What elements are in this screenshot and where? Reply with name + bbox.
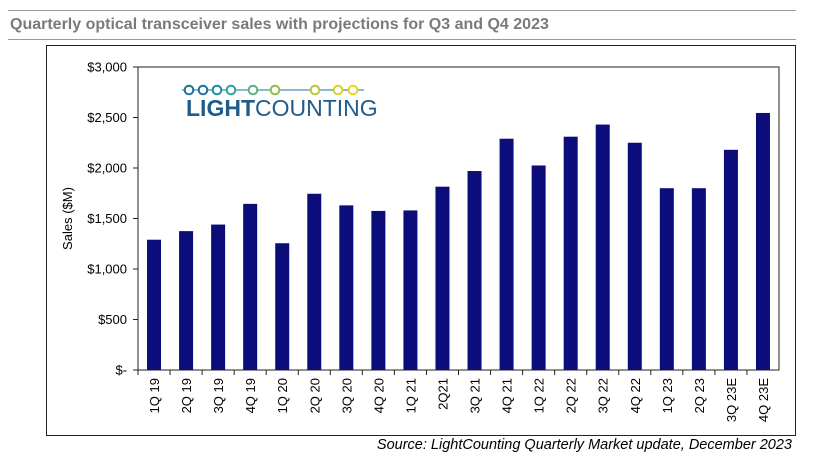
logo-text-counting: COUNTING	[255, 95, 378, 121]
x-tick-label: 2Q 22	[564, 378, 579, 413]
bar-1q-23	[659, 188, 674, 370]
source-note: Source: LightCounting Quarterly Market u…	[376, 437, 792, 453]
y-tick-label: $1,500	[87, 211, 127, 226]
logo-dot	[269, 84, 281, 96]
x-tick-label: 3Q 21	[468, 378, 483, 413]
logo-dot	[247, 84, 259, 96]
x-tick-label: 4Q 21	[500, 378, 515, 413]
bar-1q-20	[275, 243, 290, 370]
x-tick-label: 2Q 20	[307, 378, 322, 413]
logo-dot	[309, 84, 321, 96]
bar-3q-23e	[723, 149, 738, 370]
y-tick-label: $2,500	[87, 110, 127, 125]
x-tick-label: 1Q 23	[660, 378, 675, 413]
chart-frame	[46, 45, 796, 436]
bar-2q-20	[307, 193, 322, 370]
logo-text: LIGHTCOUNTING	[186, 95, 378, 121]
bar-3q-21	[467, 171, 482, 370]
y-tick-label: $-	[115, 363, 127, 378]
x-tick-label: 1Q 21	[403, 378, 418, 413]
x-tick-label: 3Q 20	[339, 378, 354, 413]
x-tick-label: 2Q21	[435, 378, 450, 410]
title-rule	[8, 39, 796, 40]
y-tick-label: $500	[98, 312, 127, 327]
bar-4q-23e	[755, 112, 770, 370]
logo-dot	[332, 84, 344, 96]
logo-dot	[347, 84, 359, 96]
y-tick-label: $2,000	[87, 161, 127, 176]
x-tick-labels: 1Q 19 2Q 19 3Q 19 4Q 19 1Q 20 2Q 20 3Q 20 4Q 20…	[147, 378, 771, 422]
x-tick-label: 1Q 19	[147, 378, 162, 413]
top-rule	[8, 10, 796, 11]
logo-dot	[197, 84, 209, 96]
x-tick-label: 1Q 22	[532, 378, 547, 413]
bar-4q-21	[499, 138, 514, 370]
x-tick-label: 2Q 19	[179, 378, 194, 413]
x-tick-label: 4Q 22	[628, 378, 643, 413]
logo-text-light: LIGHT	[186, 95, 255, 121]
bar-4q-19	[243, 203, 258, 370]
chart-title: Quarterly optical transceiver sales with…	[10, 16, 549, 33]
bar-2q-23	[691, 188, 706, 370]
logo-dot	[225, 84, 237, 96]
bar-4q-22	[627, 142, 642, 370]
x-tick-label: 2Q 23	[692, 378, 707, 413]
y-axis-label: Sales ($M)	[60, 187, 75, 250]
axes	[133, 66, 780, 375]
x-tick-label: 4Q 20	[371, 378, 386, 413]
y-tick-label: $1,000	[87, 262, 127, 277]
bar-4q-20	[371, 210, 386, 370]
lightcounting-logo: LIGHTCOUNTING	[182, 84, 378, 121]
bar-1q-19	[147, 239, 162, 370]
x-tick-label: 3Q 22	[596, 378, 611, 413]
x-tick-label: 4Q 23E	[756, 378, 771, 422]
y-tick-labels: $- $500 $1,000 $1,500 $2,000 $2,500 $3,000	[87, 60, 127, 378]
bar-3q-22	[595, 124, 610, 370]
bar-1q-21	[403, 210, 418, 370]
bar-1q-22	[531, 165, 546, 370]
bar-2q21	[435, 186, 450, 370]
logo-dot	[183, 84, 195, 96]
x-tick-label: 1Q 20	[275, 378, 290, 413]
bar-2q-19	[179, 231, 194, 370]
bar-3q-20	[339, 205, 354, 370]
logo-dot	[211, 84, 223, 96]
x-tick-label: 4Q 19	[243, 378, 258, 413]
y-tick-label: $3,000	[87, 60, 127, 75]
bar-3q-19	[211, 224, 226, 370]
logo-dots	[182, 84, 364, 96]
x-tick-label: 3Q 19	[211, 378, 226, 413]
bars	[147, 112, 770, 370]
x-tick-label: 3Q 23E	[724, 378, 739, 422]
bar-2q-22	[563, 136, 578, 370]
